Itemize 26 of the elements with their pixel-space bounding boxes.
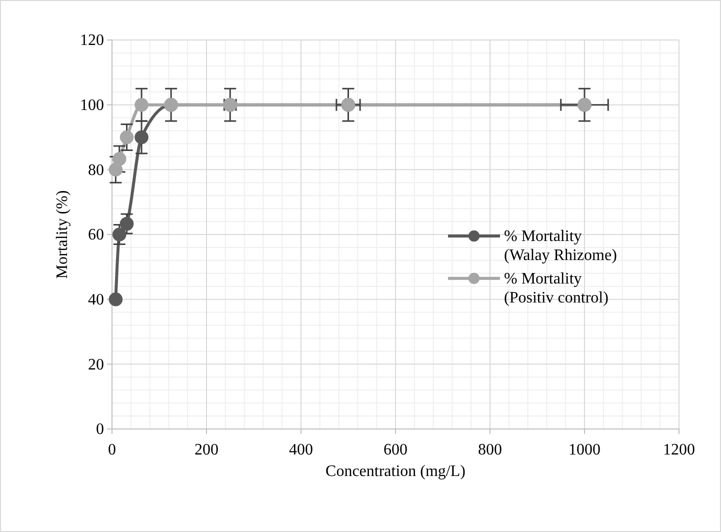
point [120,216,134,231]
point [120,130,134,144]
y-axis-title: Mortality (%) [54,190,71,279]
y-tick-label: 0 [96,421,104,438]
point [108,292,123,306]
point [134,130,148,144]
legend-label: % Mortality (Walay Rhizome) [504,228,617,264]
x-tick-label: 200 [194,442,218,459]
point [112,152,126,166]
x-tick-label: 1200 [663,442,695,459]
y-tick-label: 120 [80,32,104,50]
x-tick-label: 800 [478,442,502,459]
x-tick-label: 400 [289,442,313,459]
x-tick-label: 0 [108,442,116,459]
x-tick-label: 1000 [568,442,600,459]
y-tick-label: 100 [80,96,104,114]
x-axis-title: Concentration (mg/L) [326,463,466,480]
y-tick-label: 80 [88,162,104,179]
y-tick-label: 20 [88,356,104,374]
point [108,162,123,177]
y-tick-label: 60 [88,226,104,244]
y-tick-label: 40 [88,291,104,308]
x-tick-label: 600 [384,442,408,459]
point [134,98,148,112]
legend-label: % Mortality (Positiv control) [504,270,608,307]
point [112,228,126,242]
